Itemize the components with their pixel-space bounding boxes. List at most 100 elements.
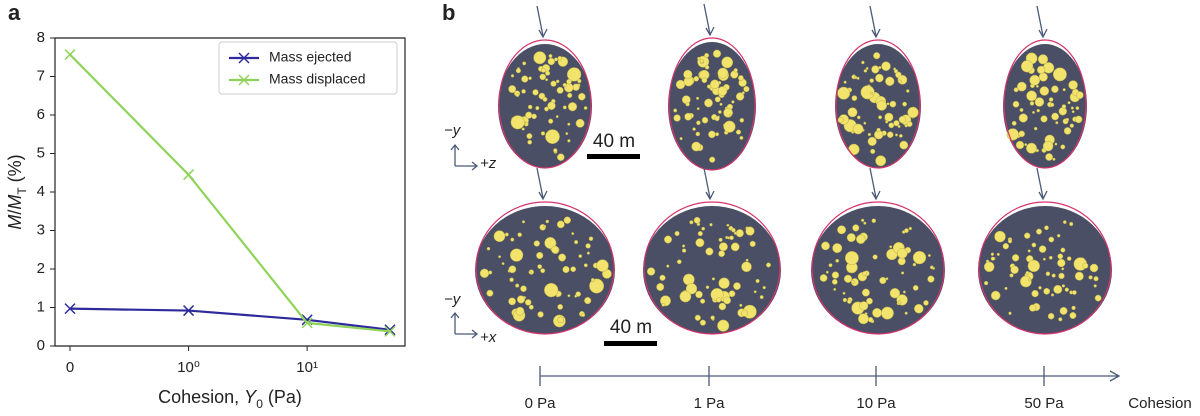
particle <box>701 226 706 231</box>
particle <box>528 304 534 310</box>
particle <box>983 261 995 273</box>
particle <box>899 134 903 138</box>
particle <box>718 302 727 311</box>
particle <box>831 279 838 285</box>
particle <box>563 216 571 224</box>
particle <box>837 86 851 100</box>
particle <box>1061 284 1066 288</box>
particle <box>571 232 575 236</box>
particle <box>682 244 686 248</box>
particle <box>828 263 833 268</box>
particle <box>704 52 710 58</box>
legend-label: Mass displaced <box>269 71 366 87</box>
particle <box>515 283 520 288</box>
particle <box>679 290 692 303</box>
y-axis-label-part: (%) <box>5 154 25 187</box>
marker <box>183 169 195 181</box>
marker <box>183 305 195 317</box>
particle <box>596 259 609 272</box>
particle <box>1061 104 1067 109</box>
particle <box>508 85 517 94</box>
particle <box>872 254 878 260</box>
particle <box>1044 225 1049 231</box>
particle <box>996 252 1000 256</box>
particle <box>1009 273 1014 278</box>
particle <box>714 116 720 122</box>
particle <box>547 101 556 110</box>
marker <box>384 324 396 336</box>
particle <box>866 297 873 305</box>
particle <box>1037 54 1049 65</box>
particle <box>539 73 546 81</box>
particle <box>520 285 527 292</box>
particle <box>842 297 848 303</box>
particle <box>923 300 929 306</box>
legend-marker <box>238 52 250 64</box>
particle <box>567 92 573 98</box>
initial-outline <box>978 201 1112 335</box>
particle <box>1042 257 1046 261</box>
particle <box>1031 289 1039 298</box>
particle <box>551 245 560 254</box>
particle <box>533 240 540 247</box>
particle <box>661 302 666 307</box>
particle <box>1018 113 1028 123</box>
particle <box>479 268 490 278</box>
particle <box>735 129 742 135</box>
particle <box>1058 107 1067 116</box>
particle <box>699 59 704 64</box>
particle <box>718 110 722 114</box>
particle <box>1071 110 1075 114</box>
particle <box>548 118 554 124</box>
particle <box>575 291 581 297</box>
particle <box>562 82 567 88</box>
initial-outline <box>835 39 921 169</box>
particle <box>521 75 529 83</box>
particle <box>590 278 595 282</box>
particle <box>1069 221 1074 227</box>
particle <box>557 55 563 61</box>
particle <box>578 254 583 258</box>
particle <box>711 277 715 281</box>
particle <box>1052 157 1056 161</box>
particle <box>873 52 881 60</box>
particle <box>912 250 927 265</box>
y-axis-label: M/MT (%) <box>5 154 29 229</box>
particle <box>837 117 844 123</box>
particle <box>862 271 867 276</box>
particle <box>889 100 897 108</box>
particle <box>1069 123 1074 128</box>
particle <box>1067 101 1071 105</box>
particle <box>847 107 858 118</box>
particle <box>1074 115 1083 124</box>
timeline <box>539 366 1121 386</box>
particle <box>557 316 565 324</box>
particle <box>567 102 578 112</box>
particle <box>869 91 874 96</box>
marker <box>384 325 396 337</box>
y-tick-label: 4 <box>37 183 45 200</box>
particle <box>875 155 887 167</box>
particle <box>493 230 506 243</box>
particle <box>858 313 869 325</box>
impact-arrow <box>869 167 881 201</box>
particle <box>904 228 909 233</box>
particle <box>716 297 722 303</box>
particle <box>509 248 524 262</box>
series-line <box>69 307 391 331</box>
particle <box>646 267 656 276</box>
particle <box>852 123 864 135</box>
particle <box>547 57 555 66</box>
y-axis-label-part: M <box>5 195 25 210</box>
particle <box>533 51 547 65</box>
initial-outline <box>668 37 756 171</box>
particle <box>906 89 910 93</box>
particle <box>685 283 698 295</box>
initial-outline <box>498 39 592 169</box>
particle <box>723 120 736 133</box>
particle <box>558 253 567 262</box>
impact-arrow <box>703 167 715 201</box>
particle <box>1049 102 1055 107</box>
particle <box>1093 276 1099 282</box>
